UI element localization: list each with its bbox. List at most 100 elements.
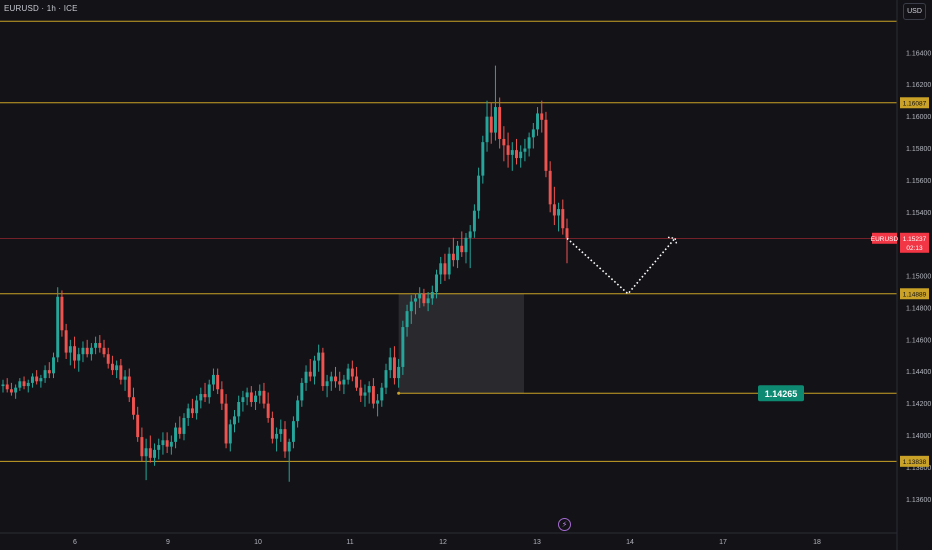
currency-button[interactable]: USD: [903, 3, 926, 20]
candle-body: [22, 381, 26, 387]
candle-body: [56, 296, 60, 358]
candle-body: [527, 137, 531, 149]
candle-body: [456, 245, 460, 261]
symbol-title: EURUSD · 1h · ICE: [4, 4, 78, 13]
candle-body: [451, 253, 455, 261]
candle-body: [9, 389, 13, 393]
candle-body: [317, 352, 321, 361]
candle-body: [64, 330, 68, 353]
candle-body: [359, 387, 363, 396]
candle-body: [430, 292, 434, 299]
y-tick-label: 1.16400: [906, 50, 931, 57]
candle-body: [548, 170, 552, 205]
x-tick-label: 6: [73, 539, 77, 546]
x-tick-label: 18: [813, 539, 821, 546]
price-level-tag-text: 1.13838: [903, 459, 927, 466]
candle-body: [275, 433, 279, 439]
candle-body: [283, 429, 287, 452]
candle-body: [77, 354, 81, 361]
candle-body: [85, 347, 89, 355]
y-tick-label: 1.15400: [906, 210, 931, 217]
candle-body: [216, 374, 220, 390]
candle-body: [565, 228, 569, 238]
y-tick-label: 1.16000: [906, 114, 931, 121]
candle-body: [325, 381, 329, 387]
candle-body: [329, 376, 333, 382]
candle-body: [153, 449, 156, 458]
candle-body: [98, 343, 102, 348]
candle-body: [557, 209, 561, 216]
candle-body: [249, 392, 253, 403]
candle-body: [397, 366, 401, 379]
target-anchor-dot: [397, 391, 401, 395]
projection-path: [566, 237, 676, 295]
lightning-bolt-icon[interactable]: ⚡: [558, 518, 571, 531]
y-tick-label: 1.14600: [906, 337, 931, 344]
candle-body: [262, 390, 266, 404]
candle-body: [296, 400, 300, 422]
y-tick-label: 1.13600: [906, 497, 931, 504]
countdown-text: 02:13: [906, 245, 923, 252]
candle-body: [30, 376, 34, 383]
candle-body: [544, 119, 548, 171]
candle-body: [414, 298, 417, 302]
current-price-tag: [900, 232, 929, 253]
x-tick-label: 12: [439, 539, 447, 546]
candle-body: [5, 384, 9, 390]
candle-body: [220, 389, 224, 404]
candle-body: [81, 347, 85, 355]
candle-body: [405, 311, 409, 328]
candle-body: [481, 142, 485, 176]
candle-body: [102, 347, 106, 355]
candle-body: [346, 368, 350, 380]
candle-body: [115, 365, 119, 371]
candle-body: [165, 440, 169, 447]
candle-body: [270, 417, 274, 439]
candle-body: [418, 293, 422, 299]
candle-body: [498, 107, 502, 139]
candle-body: [110, 363, 114, 371]
candle-body: [510, 150, 514, 155]
candle-body: [47, 370, 51, 374]
candle-body: [384, 370, 388, 388]
candle-body: [89, 347, 93, 355]
candle-body: [207, 384, 211, 398]
candle-body: [174, 427, 178, 442]
candle-body: [60, 296, 64, 331]
candle-body: [304, 371, 308, 383]
candle-body: [334, 376, 337, 382]
x-tick-label: 14: [626, 539, 634, 546]
candle-body: [199, 394, 203, 401]
candle-body: [308, 371, 312, 377]
candle-body: [258, 390, 262, 396]
candle-body: [94, 343, 98, 348]
x-tick-label: 9: [166, 539, 170, 546]
candle-body: [426, 298, 430, 304]
y-tick-label: 1.14400: [906, 369, 931, 376]
y-tick-label: 1.13800: [906, 465, 931, 472]
y-tick-label: 1.15800: [906, 146, 931, 153]
candle-body: [211, 374, 215, 385]
price-level-tag-text: 1.16087: [903, 100, 927, 107]
candle-body: [14, 387, 18, 393]
candle-body: [68, 346, 72, 353]
candle-body: [106, 354, 110, 364]
price-level-tag-text: 1.14889: [903, 291, 927, 298]
candle-body: [460, 245, 464, 253]
y-tick-label: 1.14800: [906, 305, 931, 312]
candle-body: [43, 370, 47, 379]
x-tick-label: 17: [719, 539, 727, 546]
candle-body: [119, 365, 123, 380]
candle-body: [186, 408, 190, 418]
candle-body: [472, 210, 476, 232]
candle-body: [392, 357, 396, 379]
candle-body: [536, 113, 540, 130]
candle-body: [321, 352, 325, 387]
candle-body: [422, 293, 426, 304]
candle-body: [561, 209, 565, 229]
candle-body: [169, 441, 173, 447]
candle-body: [502, 138, 506, 146]
candle-body: [355, 376, 359, 388]
candle-body: [237, 402, 241, 417]
